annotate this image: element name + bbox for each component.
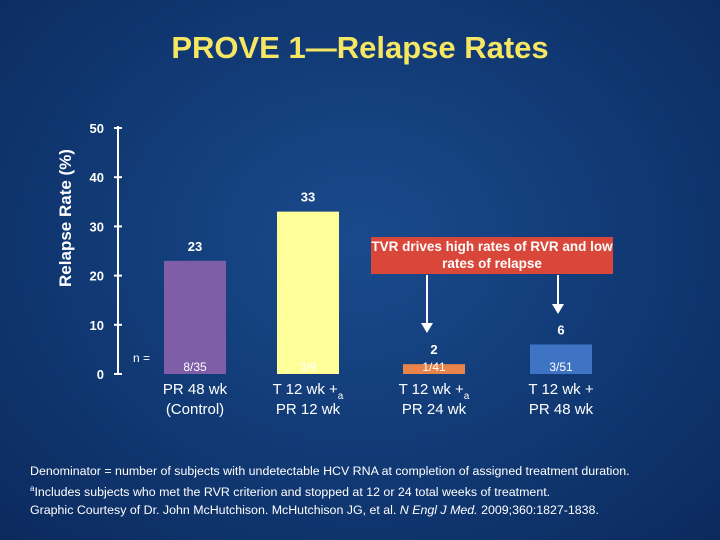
footnote-rvr-text: Includes subjects who met the RVR criter…	[34, 485, 551, 500]
slide-title: PROVE 1—Relapse Rates	[171, 30, 549, 65]
callout-arrowhead	[552, 304, 564, 314]
footnote-denominator: Denominator = number of subjects with un…	[30, 464, 630, 478]
x-category-label-line1: T 12 wk +a	[273, 381, 344, 402]
x-category-label-line1: T 12 wk +a	[399, 381, 470, 402]
x-category-label-line1: T 12 wk +	[528, 381, 593, 398]
bar-value-label: 23	[188, 239, 202, 254]
x-category-label-line2: PR 12 wk	[276, 401, 341, 418]
citation-journal: N Engl J Med.	[399, 503, 478, 518]
bar-1	[164, 260, 226, 374]
callout-arrowhead	[421, 323, 433, 333]
bar-value-label: 6	[557, 322, 564, 337]
callout-box: TVR drives high rates of RVR and low rat…	[371, 237, 613, 274]
footnote-rvr: aIncludes subjects who met the RVR crite…	[30, 480, 720, 501]
y-tick-label: 40	[90, 170, 104, 185]
citation-end: 2009;360:1827-1838.	[477, 503, 599, 518]
footnote-citation: Graphic Courtesy of Dr. John McHutchison…	[30, 501, 720, 519]
n-prefix-label: n =	[133, 351, 150, 365]
n-label: 3/9	[300, 360, 317, 374]
bar-value-label: 33	[301, 190, 315, 205]
bar-4	[530, 344, 592, 374]
n-label: 1/41	[422, 360, 446, 374]
x-category-label-line2: (Control)	[166, 401, 224, 418]
n-label: 8/35	[183, 360, 207, 374]
footnote-rvr-marker: a	[30, 484, 35, 493]
bar-3	[403, 364, 465, 374]
y-tick-label: 20	[90, 269, 104, 284]
y-tick-label: 0	[97, 367, 104, 382]
y-tick-label: 10	[90, 318, 104, 333]
bar-2	[277, 211, 339, 374]
x-category-label-line1: PR 48 wk	[163, 381, 228, 398]
y-tick-label: 30	[90, 219, 104, 234]
y-tick-label: 50	[90, 121, 104, 136]
footnotes: Denominator = number of subjects with un…	[30, 462, 720, 519]
n-label: 3/51	[549, 360, 573, 374]
citation-text: Graphic Courtesy of Dr. John McHutchison…	[30, 503, 400, 518]
bar-value-label: 2	[430, 342, 437, 357]
x-category-label-line2: PR 48 wk	[529, 401, 594, 418]
x-category-label-line2: PR 24 wk	[402, 401, 467, 418]
